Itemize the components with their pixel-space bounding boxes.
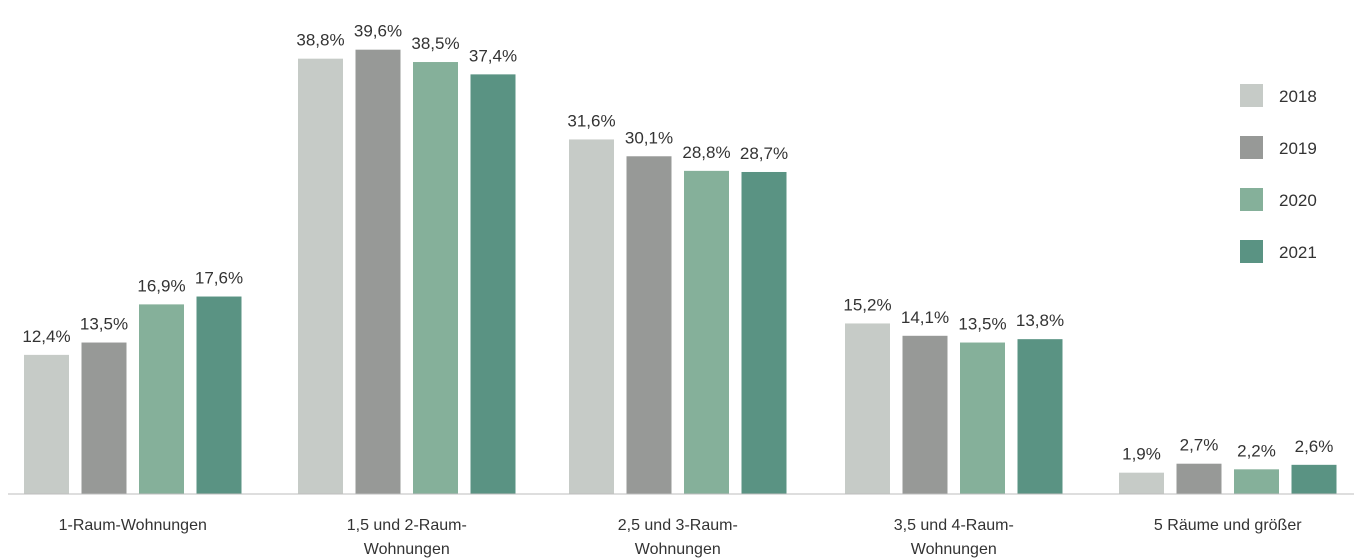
bar-2018-cat1	[24, 354, 69, 494]
bar-2019-cat2	[355, 49, 401, 495]
legend-label-2021: 2021	[1279, 243, 1317, 262]
value-label-2021-cat3: 28,7%	[740, 144, 788, 163]
value-label-2021-cat2: 37,4%	[469, 46, 517, 65]
category-label-3-line2: Wohnungen	[635, 541, 721, 558]
value-label-2020-cat3: 28,8%	[682, 143, 730, 162]
value-label-2018-cat2: 38,8%	[296, 31, 344, 50]
value-label-2020-cat2: 38,5%	[411, 34, 459, 53]
bar-2018-cat5	[1119, 472, 1164, 494]
legend-swatch-2018	[1240, 84, 1263, 107]
category-labels-layer: 1-Raum-Wohnungen 1,5 und 2-Raum- Wohnungen…	[59, 517, 1303, 558]
bar-2019-cat4	[902, 335, 948, 494]
legend-swatch-2021	[1240, 240, 1263, 263]
bar-2020-cat5	[1234, 469, 1279, 494]
legend-label-2020: 2020	[1279, 191, 1317, 210]
value-label-2020-cat1: 16,9%	[137, 276, 185, 295]
legend-label-2019: 2019	[1279, 139, 1317, 158]
value-label-2021-cat4: 13,8%	[1016, 311, 1064, 330]
bar-2019-cat5	[1176, 463, 1222, 494]
value-label-2019-cat2: 39,6%	[354, 22, 402, 41]
legend-swatch-2020	[1240, 188, 1263, 211]
value-label-2019-cat3: 30,1%	[625, 128, 673, 147]
value-label-2021-cat1: 17,6%	[195, 269, 243, 288]
value-label-2018-cat4: 15,2%	[843, 295, 891, 314]
bar-2018-cat2	[298, 58, 343, 494]
bar-2018-cat4	[845, 323, 890, 494]
bar-2021-cat3	[741, 171, 787, 494]
value-label-2018-cat1: 12,4%	[22, 327, 70, 346]
bar-2019-cat1	[81, 342, 127, 494]
legend-swatch-2019	[1240, 136, 1263, 159]
bar-2020-cat1	[139, 304, 184, 494]
category-label-3-line1: 2,5 und 3-Raum-	[618, 517, 738, 534]
value-label-2019-cat5: 2,7%	[1180, 436, 1219, 455]
bar-2021-cat5	[1291, 464, 1337, 494]
bar-2020-cat4	[960, 342, 1005, 494]
value-label-2019-cat4: 14,1%	[901, 308, 949, 327]
bar-2021-cat1	[196, 296, 242, 494]
value-label-2020-cat4: 13,5%	[958, 315, 1006, 334]
category-label-5-line1: 5 Räume und größer	[1154, 517, 1302, 534]
value-label-2018-cat3: 31,6%	[567, 111, 615, 130]
category-label-4-line2: Wohnungen	[911, 541, 997, 558]
legend: 2018 2019 2020 2021	[1240, 84, 1317, 263]
bar-2019-cat3	[626, 156, 672, 494]
legend-label-2018: 2018	[1279, 87, 1317, 106]
category-label-4-line1: 3,5 und 4-Raum-	[894, 517, 1014, 534]
value-label-2019-cat1: 13,5%	[80, 315, 128, 334]
bars-layer	[24, 49, 1337, 495]
category-label-2-line1: 1,5 und 2-Raum-	[347, 517, 467, 534]
value-label-2021-cat5: 2,6%	[1295, 437, 1334, 456]
value-labels-layer: 12,4% 13,5% 16,9% 17,6% 38,8% 39,6% 38,5% 37,4%…	[22, 22, 1333, 464]
bar-2020-cat3	[684, 170, 729, 494]
bar-2021-cat4	[1017, 339, 1063, 494]
category-label-1-line1: 1-Raum-Wohnungen	[59, 517, 207, 534]
bar-2020-cat2	[413, 62, 458, 494]
bar-2021-cat2	[470, 74, 516, 494]
bar-2018-cat3	[569, 139, 614, 494]
category-label-2-line2: Wohnungen	[364, 541, 450, 558]
value-label-2020-cat5: 2,2%	[1237, 441, 1276, 460]
value-label-2018-cat5: 1,9%	[1122, 445, 1161, 464]
